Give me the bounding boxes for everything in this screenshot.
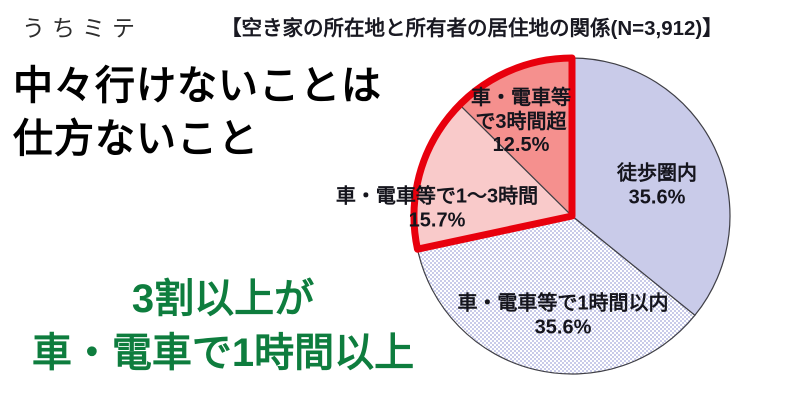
slice-label-train-over-3h: 車・電車等 で3時間超 12.5% bbox=[471, 86, 571, 156]
slice-pct: 12.5% bbox=[492, 133, 550, 156]
slice-pct: 35.6% bbox=[534, 316, 592, 338]
slice-label-train-under-1h: 車・電車等で1時間以内 35.6% bbox=[457, 292, 669, 339]
slice-label-walk: 徒歩圏内 35.6% bbox=[617, 162, 697, 209]
slice-pct: 15.7% bbox=[408, 209, 466, 231]
callout: 3割以上が 車・電車で1時間以上 bbox=[0, 272, 446, 380]
callout-line1: 3割以上が bbox=[131, 277, 315, 321]
callout-line2: 車・電車で1時間以上 bbox=[31, 331, 415, 375]
highlight-outline bbox=[410, 54, 576, 253]
chart-title: 【空き家の所在地と所有者の居住地の関係(N=3,912)】 bbox=[221, 17, 723, 40]
headline: 中々行けないことは 仕方ないこと bbox=[13, 60, 382, 166]
headline-line2: 仕方ないこと bbox=[13, 117, 259, 161]
slice-label-train-1-3h: 車・電車等で1～3時間 15.7% bbox=[335, 185, 539, 232]
slice-pct: 35.6% bbox=[628, 186, 686, 208]
brand-logo: うちミテ bbox=[22, 15, 142, 41]
headline-line1: 中々行けないことは bbox=[13, 64, 382, 108]
pie-slice bbox=[571, 57, 731, 317]
pie-slice bbox=[416, 215, 696, 375]
